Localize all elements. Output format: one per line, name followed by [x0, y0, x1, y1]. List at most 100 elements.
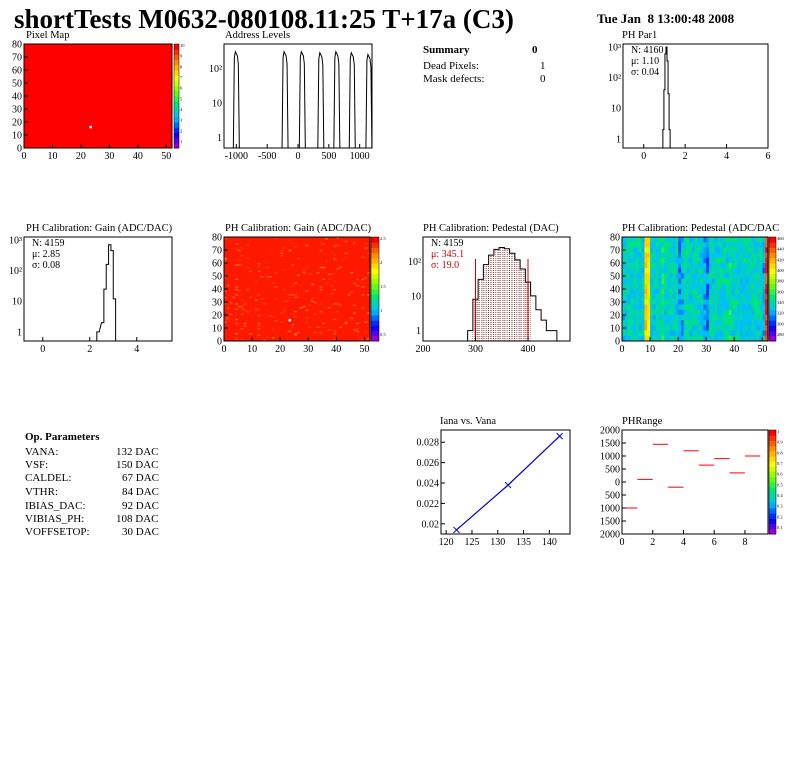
pedestal-map-pixel [700, 309, 704, 316]
gain-map-pixel [305, 317, 309, 319]
color-bar-segment [769, 513, 776, 519]
gain-map-pixel [268, 276, 272, 278]
pedestal-map-pixel [762, 278, 766, 285]
gain-map-pixel [238, 264, 241, 266]
pedestal-map-pixel [697, 299, 702, 305]
pedestal-map-pixel [658, 320, 662, 326]
color-bar-segment [769, 304, 776, 311]
pedestal-map-pixel [753, 330, 758, 337]
pedestal-map-pixel [725, 252, 730, 259]
pedestal-map-pixel [737, 257, 741, 264]
ph-par1-stat: μ: 1.10 [631, 56, 659, 67]
pedestal-map-pixel [636, 335, 640, 342]
pedestal-map-pixel [700, 315, 704, 321]
pedestal-map-pixel [700, 304, 704, 311]
pedestal-map-pixel [661, 299, 665, 305]
address-levels-y-tick-label: 1 [217, 133, 222, 144]
pedestal-map-pixel [633, 237, 637, 243]
pedestal-map-pixel [753, 309, 758, 316]
pedestal-map-pixel [686, 242, 690, 248]
pedestal-map-pixel [644, 283, 648, 290]
pedestal-map-pixel [633, 320, 637, 326]
pedestal-map-pixel [711, 252, 716, 259]
pedestal-map-pixel [695, 299, 699, 305]
pedestal-map-pixel [686, 330, 690, 337]
pedestal-map-pixel [711, 330, 716, 337]
pedestal-map-pixel [703, 263, 707, 269]
color-bar-segment [769, 247, 776, 254]
pedestal-map-pixel [672, 299, 676, 305]
pedestal-map-pixel [739, 242, 744, 248]
gain-map-pixel [330, 304, 334, 306]
pedestal-map-pixel [734, 289, 738, 295]
pedestal-map-pixel [759, 335, 763, 342]
pedestal-map-pixel [658, 294, 662, 300]
pedestal-map-pixel [720, 335, 724, 342]
gain-map-pixel [319, 289, 323, 291]
pedestal-map-pixel [697, 283, 702, 290]
gain-map-pixel [235, 243, 239, 245]
pedestal-map-pixel [652, 242, 657, 248]
pedestal-map-pixel [751, 278, 755, 285]
pedestal-map-x-tick-label: 0 [620, 344, 625, 355]
pedestal-map-pixel [697, 252, 702, 259]
pedestal-map-pixel [756, 325, 760, 331]
pedestal-map-pixel [714, 325, 718, 331]
pedestal-map-pixel [697, 289, 702, 295]
pedestal-map-pixel [641, 268, 645, 274]
pedestal-map-pixel [751, 242, 755, 248]
pedestal-map-pixel [745, 325, 749, 331]
pedestal-map-pixel [666, 278, 671, 285]
pedestal-map-pixel [680, 247, 685, 253]
pedestal-map-pixel [622, 252, 626, 259]
pedestal-map-pixel [731, 330, 735, 337]
iana-vana-y-tick-label: 0.028 [417, 438, 440, 449]
pedestal-map-pixel [636, 283, 640, 290]
pedestal-map-pixel [630, 309, 634, 316]
pedestal-map-pixel [686, 268, 690, 274]
gain-map-pixel [353, 329, 356, 331]
gain-map-pixel [305, 290, 309, 292]
pedestal-map-pixel [742, 289, 746, 295]
pedestal-map-pixel [683, 315, 687, 321]
ph-range-x-tick-label: 6 [712, 537, 717, 548]
pedestal-map-pixel [731, 304, 735, 311]
pedestal-map-pixel [650, 309, 654, 316]
pedestal-map-pixel [672, 294, 676, 300]
pedestal-map-pixel [686, 294, 690, 300]
pedestal-map-pixel [745, 315, 749, 321]
pedestal-map-pixel [725, 315, 730, 321]
pedestal-map-pixel [751, 237, 755, 243]
pedestal-map-pixel [675, 330, 679, 337]
pedestal-map-pixel [672, 273, 676, 279]
pedestal-map-pixel [686, 283, 690, 290]
pedestal-map-pixel [731, 257, 735, 264]
pedestal-map-pixel [638, 263, 643, 269]
pedestal-map-pixel [627, 273, 631, 279]
pedestal-map-pixel [636, 299, 640, 305]
color-bar-segment [769, 492, 776, 499]
gain-map-pixel [240, 328, 244, 330]
pedestal-map-pixel [697, 237, 702, 243]
gain-map-pixel [297, 331, 300, 334]
pixel-map-z-label: 10 [180, 43, 185, 48]
gain-map-z-label: 2 [380, 260, 382, 265]
pedestal-map-pixel [644, 304, 648, 311]
pedestal-map-pixel [742, 335, 746, 342]
pedestal-map-pixel [759, 304, 763, 311]
gain-map-pixel [367, 294, 370, 296]
pedestal-map-pixel [706, 268, 710, 274]
ph-par1-frame [622, 43, 769, 149]
pedestal-map-pixel [638, 320, 643, 326]
pedestal-y-tick-label: 10² [408, 257, 421, 268]
pedestal-map-pixel [709, 283, 713, 290]
pedestal-map-pixel [666, 294, 671, 300]
pedestal-map-pixel [678, 320, 682, 326]
pixel-map-y-tick-label: 10 [12, 131, 22, 142]
ph-range-z-label: 0.3 [777, 504, 783, 509]
gain-hist-y-tick-label: 10³ [9, 236, 22, 247]
gain-map-pixel [268, 253, 272, 256]
pedestal-map-pixel [748, 335, 752, 342]
pedestal-map-pixel [675, 237, 679, 243]
pedestal-map-pixel [700, 263, 704, 269]
